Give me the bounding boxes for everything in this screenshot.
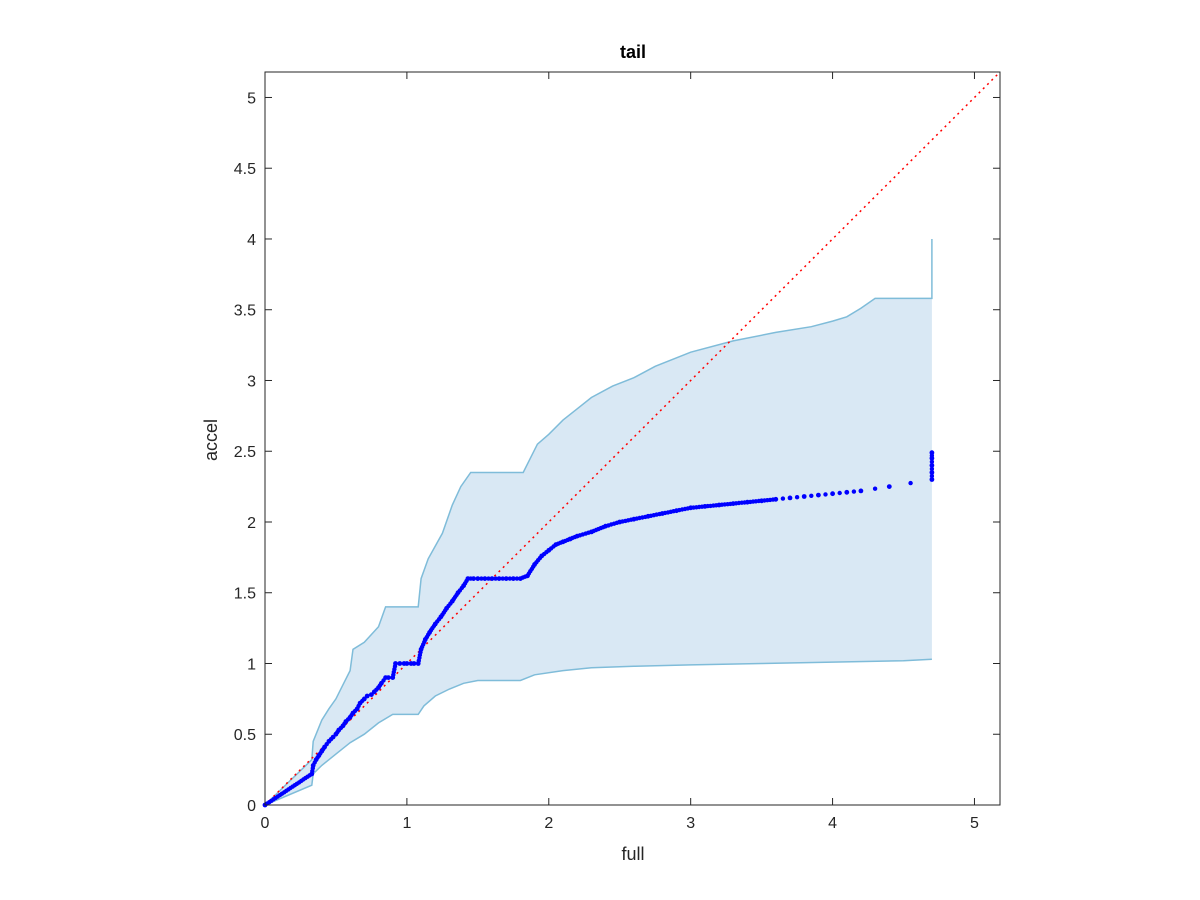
y-tick-label: 4: [247, 232, 256, 249]
data-point: [830, 491, 835, 497]
data-point: [872, 486, 878, 491]
x-tick-label: 5: [970, 815, 979, 832]
data-point: [503, 576, 509, 581]
data-point: [929, 473, 935, 479]
x-tick-label: 4: [828, 815, 837, 832]
band-fill: [265, 239, 932, 805]
data-point: [482, 576, 488, 581]
data-point: [773, 496, 779, 502]
y-tick-label: 1.5: [234, 586, 256, 603]
x-tick-label: 1: [402, 815, 411, 832]
data-point: [816, 492, 821, 498]
data-point: [479, 576, 484, 581]
data-point: [801, 494, 807, 499]
data-point: [851, 489, 857, 494]
data-point: [929, 450, 935, 456]
data-point: [397, 661, 403, 666]
data-point: [787, 495, 793, 501]
data-point: [886, 484, 892, 489]
y-tick-label: 3.5: [234, 303, 256, 320]
x-tick-label: 0: [261, 815, 270, 832]
data-point: [404, 661, 410, 666]
data-point: [493, 576, 498, 581]
identity-reference-line: [264, 71, 1001, 806]
data-point: [844, 489, 850, 495]
data-point: [393, 661, 398, 666]
data-point: [510, 576, 516, 581]
data-point: [837, 490, 842, 496]
data-point: [471, 576, 476, 581]
data-point: [486, 576, 491, 581]
data-point: [809, 493, 814, 498]
y-tick-label: 4.5: [234, 161, 256, 178]
y-tick-label: 5: [247, 90, 256, 107]
axis-ticks: 0 1 2 3 4 5 0 0.5 1 1.5 2 2.5 3 3.5 4 4.5 5: [234, 72, 1000, 832]
y-tick-label: 2.5: [234, 444, 256, 461]
y-tick-label: 0.5: [234, 727, 256, 744]
reference-line: [264, 71, 1001, 806]
y-axis-label: accel: [201, 419, 221, 461]
axes-box: [264, 71, 1001, 806]
data-point: [929, 466, 935, 472]
data-point: [475, 576, 481, 581]
data-point: [929, 477, 935, 482]
data-point: [507, 576, 512, 581]
data-point: [386, 675, 391, 680]
data-point: [929, 459, 935, 464]
y-tick-label: 0: [247, 798, 256, 815]
data-point: [823, 492, 828, 497]
data-point: [858, 488, 864, 494]
data-point: [514, 576, 520, 581]
data-point: [929, 470, 935, 475]
y-tick-label: 3: [247, 373, 256, 390]
data-point: [929, 463, 935, 468]
band-lower-edge: [264, 658, 932, 806]
data-point: [500, 576, 505, 581]
data-point: [489, 576, 495, 581]
data-point: [908, 480, 913, 486]
data-point: [411, 661, 417, 666]
x-tick-label: 3: [686, 815, 695, 832]
data-point: [780, 496, 786, 501]
x-tick-label: 2: [544, 815, 553, 832]
y-tick-label: 1: [247, 656, 256, 673]
chart-title: tail: [620, 42, 646, 62]
data-point: [364, 693, 370, 699]
confidence-band: [264, 239, 933, 806]
data-point: [794, 495, 800, 500]
y-tick-label: 2: [247, 515, 256, 532]
data-points: [262, 450, 935, 808]
band-upper-edge: [264, 239, 933, 806]
data-point: [361, 696, 367, 702]
x-axis-label: full: [621, 844, 644, 864]
data-point: [496, 576, 502, 581]
